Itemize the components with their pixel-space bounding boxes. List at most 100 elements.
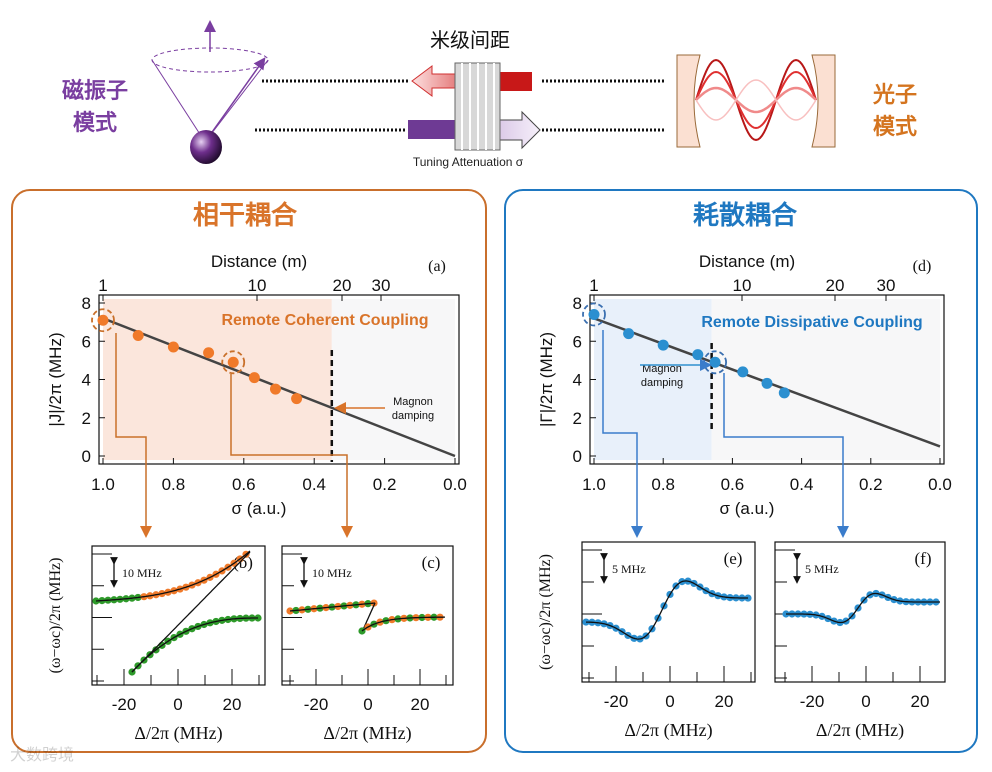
- connector-arrow: [230, 374, 353, 538]
- panel-label: (d): [913, 258, 932, 275]
- x-tick-label: 1.0: [91, 475, 115, 494]
- magnon-damping-label: damping: [641, 377, 683, 389]
- x-tick-label: 0.2: [373, 475, 397, 494]
- magnon-damping-label: Magnon: [393, 396, 433, 408]
- top-tick-label: 10: [248, 276, 267, 295]
- top-axis-label: Distance (m): [211, 252, 307, 271]
- connector-arrow: [602, 330, 643, 538]
- c-subplot: -20 0 20Δ/2π (MHz) (c) 10 MHz: [281, 545, 454, 744]
- cavity-standing-wave: [695, 79, 817, 121]
- y-axis-label: (ω−ωc)/2π (MHz): [537, 554, 554, 670]
- data-point: [203, 347, 215, 359]
- y-tick-label: 6: [82, 332, 91, 351]
- scale-bar-label: 5 MHz: [805, 562, 839, 576]
- data-point: [227, 356, 239, 368]
- highlight-circle: [582, 302, 606, 327]
- fit-curve: [586, 580, 748, 640]
- x-tick-label: 0: [363, 695, 372, 714]
- x-tick-label: 0.6: [721, 475, 745, 494]
- dissipative-coupling-title: 耗散耦合: [693, 200, 798, 230]
- coherent-main-plot: 0 2 4 6 8 1.0 0.8 0.6 0.4 0.2 0.0 1 10 20 30 Distance (…: [46, 252, 467, 538]
- x-axis-label: Δ/2π (MHz): [816, 720, 904, 741]
- plot-annotation: Remote Dissipative Coupling: [701, 314, 922, 331]
- y-tick-label: 2: [82, 409, 91, 428]
- x-tick-label: 0.0: [928, 475, 952, 494]
- data-point: [132, 330, 144, 342]
- x-tick-label: 0.4: [302, 475, 326, 494]
- panel-label: (c): [422, 553, 441, 572]
- data-point: [778, 387, 790, 399]
- fit-curve: [786, 592, 940, 624]
- x-axis-label: σ (a.u.): [720, 499, 775, 518]
- b-subplot: -20 0 20Δ/2π (MHz)(b)10 MHz(ω−ωc)/2π (MHz): [47, 545, 266, 744]
- x-tick-label: 0: [173, 695, 182, 714]
- connector-arrow: [115, 333, 152, 538]
- panel-label: (a): [428, 258, 446, 275]
- y-axis-label: |Γ|/2π (MHz): [537, 332, 556, 427]
- top-tick-label: 10: [733, 276, 752, 295]
- x-tick-label: 20: [715, 692, 734, 711]
- x-tick-label: 0: [665, 692, 674, 711]
- data-point: [761, 377, 773, 389]
- magnon-mode-label-line1: 磁振子: [62, 78, 128, 103]
- top-tick-label: 30: [372, 276, 391, 295]
- attenuator-icon: [454, 62, 501, 151]
- f-subplot: -20 0 20 Δ/2π (MHz) (f) 5 MHz: [774, 541, 946, 741]
- data-point: [269, 383, 281, 395]
- schematic: 磁振子 模式 米级间距 Tuning Attenuation σ 光子 模式: [62, 20, 917, 169]
- x-tick-label: 1.0: [582, 475, 606, 494]
- magnon-precession-icon: [151, 20, 269, 164]
- fit-curve: [361, 616, 445, 632]
- y-axis-label: |J|/2π (MHz): [46, 332, 65, 426]
- top-tick-label: 20: [333, 276, 352, 295]
- panel-label: (e): [724, 549, 743, 568]
- plot-annotation: Remote Coherent Coupling: [221, 312, 428, 329]
- cavity-standing-wave: [695, 58, 817, 142]
- data-point: [709, 356, 721, 368]
- top-axis-label: Distance (m): [699, 252, 795, 271]
- attenuation-label: Tuning Attenuation σ: [413, 155, 524, 169]
- y-tick-label: 8: [82, 294, 91, 313]
- cavity-standing-wave: [695, 70, 817, 130]
- y-tick-label: 4: [573, 371, 582, 390]
- distance-label: 米级间距: [430, 29, 510, 52]
- y-tick-label: 4: [82, 371, 91, 390]
- dissipative-coupling-panel: [504, 189, 978, 753]
- magnon-mode-label-line2: 模式: [73, 110, 117, 135]
- magnon-damping-label: damping: [392, 410, 434, 422]
- x-tick-label: 0.8: [162, 475, 186, 494]
- remote-coupling-region: [103, 299, 332, 460]
- top-tick-label: 20: [826, 276, 845, 295]
- x-tick-label: 20: [223, 695, 242, 714]
- fit-curve: [95, 550, 251, 602]
- top-tick-label: 30: [877, 276, 896, 295]
- x-axis-label: σ (a.u.): [232, 499, 287, 518]
- y-tick-label: 8: [573, 294, 582, 313]
- photon-mode-label-line2: 模式: [873, 114, 917, 139]
- x-axis-label: Δ/2π (MHz): [323, 723, 411, 744]
- x-tick-label: -20: [604, 692, 629, 711]
- data-point: [657, 339, 669, 351]
- highlight-circle: [91, 308, 115, 333]
- x-tick-label: 0: [861, 692, 870, 711]
- data-point: [623, 328, 635, 340]
- panel-label: (f): [915, 549, 932, 568]
- scale-bar-label: 10 MHz: [312, 566, 352, 580]
- y-tick-label: 0: [573, 447, 582, 466]
- scale-bar-label: 5 MHz: [612, 562, 646, 576]
- data-point: [291, 393, 303, 405]
- photon-mode-label-line1: 光子: [872, 82, 917, 107]
- forward-arrow-icon: [494, 110, 541, 150]
- data-point: [692, 349, 704, 361]
- purple-signal-bar: [408, 120, 458, 139]
- x-tick-label: 0.8: [651, 475, 675, 494]
- fit-curve: [131, 617, 258, 673]
- data-point: [167, 341, 179, 353]
- data-point: [97, 314, 109, 326]
- scale-bar-label: 10 MHz: [122, 566, 162, 580]
- x-tick-label: 0.6: [232, 475, 256, 494]
- y-tick-label: 2: [573, 409, 582, 428]
- cavity-standing-wave: [695, 86, 817, 114]
- subplot-frame: [581, 541, 756, 683]
